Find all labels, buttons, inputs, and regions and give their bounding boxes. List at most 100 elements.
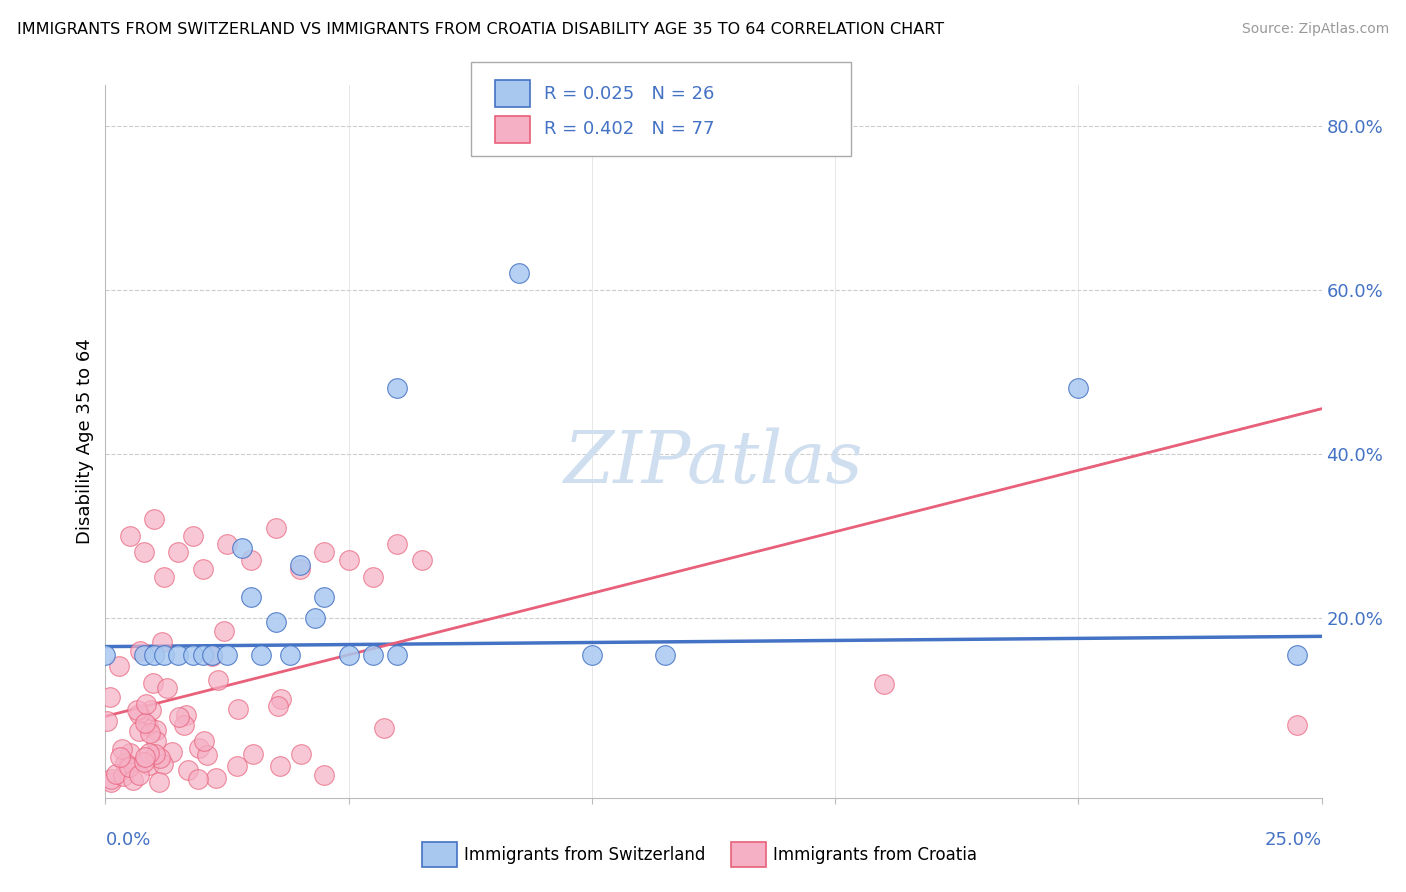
Text: IMMIGRANTS FROM SWITZERLAND VS IMMIGRANTS FROM CROATIA DISABILITY AGE 35 TO 64 C: IMMIGRANTS FROM SWITZERLAND VS IMMIGRANT… xyxy=(17,22,943,37)
Point xyxy=(104,766,127,780)
Point xyxy=(134,755,156,769)
Point xyxy=(100,772,122,787)
Point xyxy=(195,748,218,763)
Point xyxy=(387,648,409,662)
Point xyxy=(128,768,150,782)
Point xyxy=(156,681,179,695)
Point xyxy=(127,703,149,717)
Point xyxy=(129,644,152,658)
Point xyxy=(143,648,166,662)
Point xyxy=(143,747,166,761)
Point xyxy=(94,648,117,662)
Point xyxy=(152,757,174,772)
Point xyxy=(361,570,384,584)
Point xyxy=(654,648,676,662)
Point xyxy=(508,266,530,280)
Point xyxy=(153,570,176,584)
Point xyxy=(264,521,287,535)
Point xyxy=(191,648,214,662)
Point xyxy=(240,553,263,567)
Text: R = 0.402   N = 77: R = 0.402 N = 77 xyxy=(544,120,714,138)
Point xyxy=(167,648,190,662)
Point xyxy=(135,698,157,712)
Point xyxy=(162,745,184,759)
Point xyxy=(118,529,141,543)
Point xyxy=(242,747,264,761)
Point xyxy=(100,775,122,789)
Point xyxy=(217,537,239,551)
Point xyxy=(270,691,292,706)
Point xyxy=(136,719,159,733)
Point xyxy=(581,648,603,662)
Point xyxy=(150,634,173,648)
Point xyxy=(1286,648,1309,662)
Point xyxy=(167,545,190,559)
Point xyxy=(1286,717,1309,731)
Point xyxy=(314,545,336,559)
Point xyxy=(138,758,160,772)
Point xyxy=(177,763,200,777)
Point xyxy=(111,741,134,756)
Point xyxy=(337,553,360,567)
Point xyxy=(314,591,336,605)
Point xyxy=(387,537,409,551)
Point xyxy=(134,716,156,731)
Point xyxy=(111,769,134,783)
Point xyxy=(187,772,209,786)
Point xyxy=(145,723,167,738)
Point xyxy=(134,545,156,559)
Point xyxy=(873,676,896,690)
Point xyxy=(139,726,162,740)
Point xyxy=(117,758,139,772)
Point xyxy=(138,746,160,760)
Text: ZIPatlas: ZIPatlas xyxy=(564,427,863,499)
Point xyxy=(240,591,263,605)
Point xyxy=(141,703,163,717)
Point xyxy=(1067,381,1090,395)
Point xyxy=(145,734,167,748)
Point xyxy=(128,706,150,721)
Y-axis label: Disability Age 35 to 64: Disability Age 35 to 64 xyxy=(76,339,94,544)
Point xyxy=(148,774,170,789)
Point xyxy=(174,707,197,722)
Point xyxy=(193,733,215,747)
Point xyxy=(96,714,118,728)
Point xyxy=(142,676,165,690)
Point xyxy=(269,759,291,773)
Point xyxy=(122,773,145,788)
Text: R = 0.025   N = 26: R = 0.025 N = 26 xyxy=(544,85,714,103)
Point xyxy=(226,759,249,773)
Point xyxy=(167,710,190,724)
Point xyxy=(231,541,253,556)
Text: Immigrants from Croatia: Immigrants from Croatia xyxy=(773,846,977,863)
Point xyxy=(214,624,236,638)
Text: Source: ZipAtlas.com: Source: ZipAtlas.com xyxy=(1241,22,1389,37)
Point xyxy=(205,771,228,785)
Point xyxy=(290,747,312,761)
Point xyxy=(267,699,290,714)
Point xyxy=(134,648,156,662)
Point xyxy=(181,648,204,662)
Point xyxy=(153,648,176,662)
Point xyxy=(337,648,360,662)
Point xyxy=(143,512,166,526)
Point xyxy=(278,648,301,662)
Point xyxy=(100,690,122,704)
Point xyxy=(250,648,273,662)
Point xyxy=(188,741,211,756)
Point xyxy=(387,381,409,395)
Point xyxy=(120,746,142,760)
Point xyxy=(373,721,395,735)
Point xyxy=(217,648,239,662)
Point xyxy=(114,756,136,770)
Point xyxy=(173,718,195,732)
Point xyxy=(226,702,249,716)
Point xyxy=(134,750,156,764)
Point xyxy=(118,760,141,774)
Point xyxy=(148,751,170,765)
Point xyxy=(361,648,384,662)
Text: Immigrants from Switzerland: Immigrants from Switzerland xyxy=(464,846,706,863)
Point xyxy=(191,562,214,576)
Point xyxy=(201,648,224,663)
Point xyxy=(207,673,229,687)
